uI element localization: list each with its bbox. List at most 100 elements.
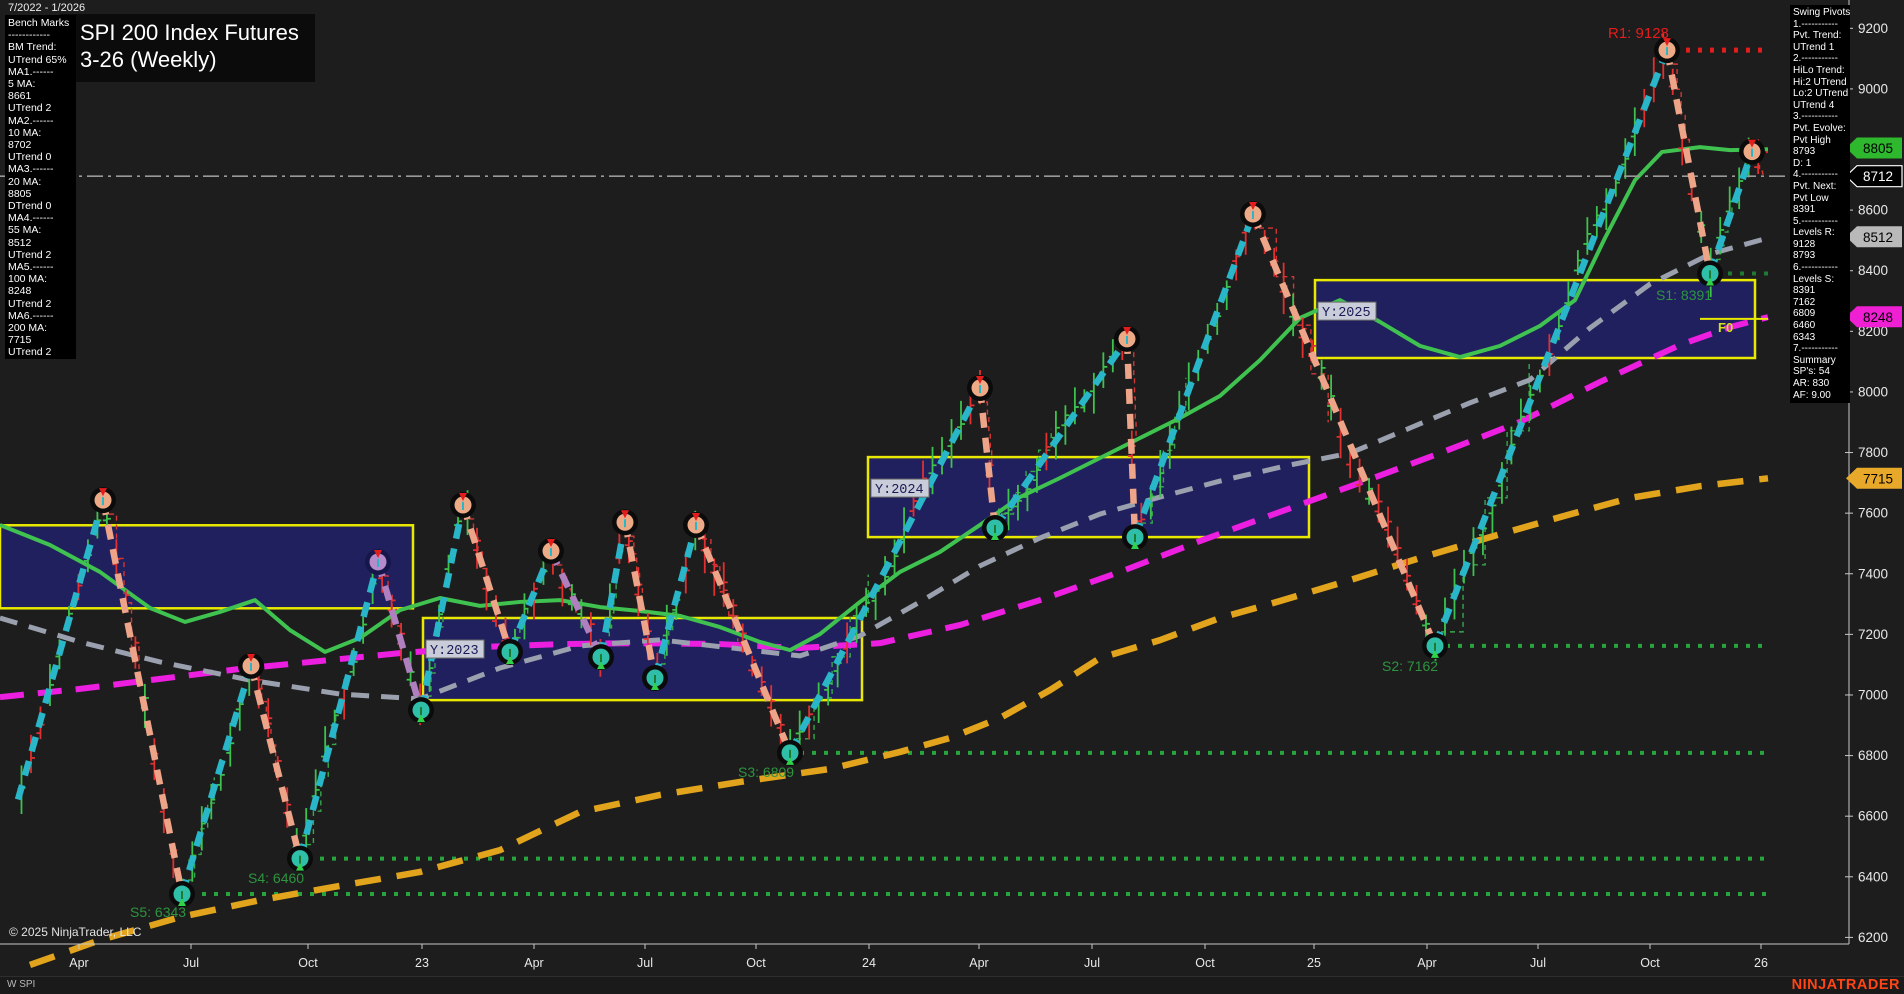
pivot-low-marker xyxy=(642,665,668,691)
bench-marks-panel-line: MA4.------ xyxy=(8,212,54,225)
level-label-S2: S2: 7162 xyxy=(1382,658,1438,674)
date-range-label: 7/2022 - 1/2026 xyxy=(8,2,86,14)
bench-marks-panel-line: 20 MA: xyxy=(8,175,42,188)
trailing-high-steps xyxy=(469,518,488,586)
price-axis[interactable]: 9200900088008600840082008000780076007400… xyxy=(1845,0,1903,945)
pivot-high-marker xyxy=(238,652,264,679)
bench-marks-panel-line: 200 MA: xyxy=(8,322,48,335)
pivot-high-marker xyxy=(683,511,709,538)
swing-pivots-panel-line: 5.----------- xyxy=(1793,215,1838,227)
swing-leg-down xyxy=(1663,49,1714,275)
level-label-S3: S3: 6809 xyxy=(738,764,794,780)
pivot-high-arrow-icon xyxy=(1663,38,1671,47)
price-tick-label: 7000 xyxy=(1858,687,1888,702)
pivot-high-marker xyxy=(90,487,116,514)
pivot-low-marker xyxy=(982,515,1008,541)
swing-pivots-panel-line: Lo:2 UTrend xyxy=(1793,88,1849,100)
time-tick-label: Jul xyxy=(1530,956,1546,970)
trailing-high-steps xyxy=(702,538,739,642)
swing-leg-up xyxy=(651,524,700,679)
bench-marks-panel-line: UTrend 0 xyxy=(8,151,52,164)
bench-marks-panel-line: 7715 xyxy=(8,334,32,347)
bench-marks-panel-line: ------------ xyxy=(8,29,50,42)
bench-marks-panel-line: DTrend 0 xyxy=(8,200,52,213)
pivot-low-arrow-icon xyxy=(178,898,186,907)
time-tick-label: Apr xyxy=(524,956,543,970)
pivot-low-arrow-icon xyxy=(296,862,304,871)
time-tick-label: Oct xyxy=(1640,956,1660,970)
swing-leg-up xyxy=(597,521,629,658)
swing-leg-up xyxy=(417,504,467,711)
pivot-high-arrow-icon xyxy=(247,653,255,662)
year-box xyxy=(421,616,864,702)
bench-marks-panel-line: 8702 xyxy=(8,139,32,152)
bottom-tab-strip xyxy=(0,976,1904,994)
bench-marks-panel-line: MA5.------ xyxy=(8,261,54,274)
trailing-low-steps xyxy=(661,595,678,665)
swing-pivots-panel-line: Pvt High xyxy=(1793,134,1831,146)
pivot-high-arrow-icon xyxy=(459,492,467,501)
swing-pivots-panel-line: 2.----------- xyxy=(1793,53,1838,65)
swing-pivots-panel-line: AF: 9.00 xyxy=(1793,389,1831,401)
swing-pivots-panel-line: 8391 xyxy=(1793,285,1816,297)
bench-marks-panel-line: 8805 xyxy=(8,187,32,200)
swing-pivots-panel-line: HiLo Trend: xyxy=(1793,64,1845,76)
price-tick-label: 7200 xyxy=(1858,627,1888,642)
bench-marks-panel-line: 8512 xyxy=(8,236,32,249)
bench-marks-panel-line: MA6.------ xyxy=(8,309,54,322)
pivot-high-arrow-icon xyxy=(1123,326,1131,335)
swing-pivots-panel-line: 6.----------- xyxy=(1793,262,1838,274)
swing-pivots-panel-line: 8391 xyxy=(1793,204,1816,216)
pivot-low-marker xyxy=(408,697,434,724)
pivot-low-marker xyxy=(777,739,803,766)
pivot-low-arrow-icon xyxy=(597,661,605,670)
pivot-high-marker xyxy=(1739,138,1765,165)
swing-pivots-panel-line: 6809 xyxy=(1793,308,1816,320)
swing-pivots-panel-line: Levels S: xyxy=(1793,273,1835,285)
price-tag-8805: 8805 xyxy=(1846,137,1902,159)
swing-leg-up xyxy=(1131,212,1257,539)
swing-leg-down xyxy=(1250,212,1438,648)
swing-pivots-panel-line: SP's: 54 xyxy=(1793,366,1830,378)
trailing-high-steps xyxy=(384,575,402,643)
swing-pivots-panel-line: Hi:2 UTrend xyxy=(1793,76,1847,88)
level-label-S5: S5: 6343 xyxy=(130,904,186,920)
swing-leg-up xyxy=(1706,150,1756,275)
year-box xyxy=(0,524,415,610)
bench-marks-panel-line: 100 MA: xyxy=(8,273,48,286)
ma-55-line xyxy=(0,235,1769,702)
pivot-high-arrow-icon xyxy=(547,539,555,548)
swing-pivots-panel-line: D: 1 xyxy=(1793,157,1812,169)
price-tag-text: 8805 xyxy=(1863,141,1893,156)
level-label-R1: R1: 9128 xyxy=(1608,25,1669,42)
chart-title-line1: SPI 200 Index Futures xyxy=(80,20,299,45)
swing-pivots-panel-line: Pvt. Trend: xyxy=(1793,30,1842,42)
swing-leg-down xyxy=(374,561,425,712)
pivot-low-marker xyxy=(1122,524,1148,551)
swing-pivots-panel: Swing Pivots 1.----------- Pvt. Trend: UTre… xyxy=(1790,5,1850,403)
f0-label: F0 xyxy=(1718,320,1733,335)
ma-20-line xyxy=(0,145,1769,654)
price-tag-shape xyxy=(1845,165,1903,188)
swing-pivots-panel-line: UTrend 1 xyxy=(1793,41,1835,53)
price-tick-label: 8600 xyxy=(1858,203,1888,218)
swing-pivots-panel-line: 3.----------- xyxy=(1793,111,1838,123)
chart-title-line2: 3-26 (Weekly) xyxy=(80,47,217,72)
time-tick-label: 24 xyxy=(862,956,876,970)
year-box-label-text: Y:2025 xyxy=(1322,306,1371,321)
price-tick-label: 8000 xyxy=(1858,384,1888,399)
price-tick-label: 7800 xyxy=(1858,445,1888,460)
swing-pivots-panel-line: 8793 xyxy=(1793,146,1816,158)
series-tab-label[interactable]: W SPI xyxy=(7,979,36,990)
year-range-boxes xyxy=(0,278,1757,702)
time-tick-label: 23 xyxy=(415,956,429,970)
time-axis[interactable]: Apr Jul Oct 23 Apr Jul Oct 24 Apr Jul Oct 25 Apr Jul O… xyxy=(0,943,1849,970)
swing-pivots-panel-line: 1.----------- xyxy=(1793,18,1838,30)
pivot-low-marker xyxy=(588,644,614,671)
swing-leg-up xyxy=(296,561,382,860)
pivot-high-arrow-icon xyxy=(692,512,700,521)
price-tag-8248: 8248 xyxy=(1846,306,1902,328)
price-tick-label: 6200 xyxy=(1858,930,1888,945)
